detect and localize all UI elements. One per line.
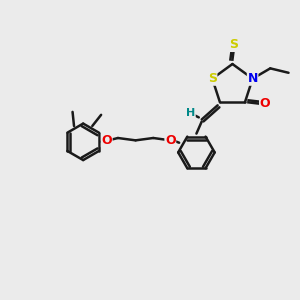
Text: S: S bbox=[208, 72, 217, 85]
Text: O: O bbox=[165, 134, 175, 147]
Text: S: S bbox=[230, 38, 238, 51]
Text: H: H bbox=[186, 108, 195, 118]
Text: N: N bbox=[248, 72, 258, 85]
Text: O: O bbox=[260, 97, 270, 110]
Text: O: O bbox=[101, 134, 112, 147]
